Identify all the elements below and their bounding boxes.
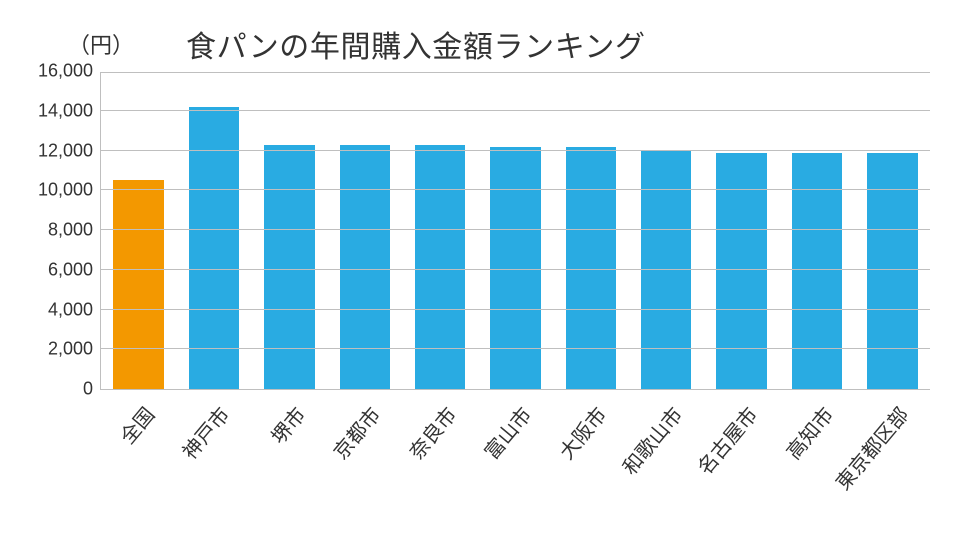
x-tick-label: 京都市 — [326, 400, 387, 465]
bar-slot — [704, 73, 779, 389]
x-tick-label: 大阪市 — [552, 400, 613, 465]
gridline — [101, 229, 930, 230]
x-label-slot: 富山市 — [477, 390, 552, 540]
x-label-slot: 大阪市 — [553, 390, 628, 540]
y-tick-label: 12,000 — [38, 140, 93, 161]
x-label-slot: 奈良市 — [402, 390, 477, 540]
x-tick-label: 高知市 — [778, 400, 839, 465]
x-tick-label: 堺市 — [263, 400, 311, 449]
bar-slot — [553, 73, 628, 389]
x-axis-labels: 全国神戸市堺市京都市奈良市富山市大阪市和歌山市名古屋市高知市東京都区部 — [100, 390, 930, 540]
bar-slot — [478, 73, 553, 389]
y-tick-label: 14,000 — [38, 100, 93, 121]
y-tick-label: 8,000 — [48, 220, 93, 241]
x-label-slot: 名古屋市 — [704, 390, 779, 540]
bar-slot — [101, 73, 176, 389]
y-tick-label: 0 — [83, 379, 93, 400]
chart-title: 食パンの年間購入金額ランキング — [186, 22, 646, 66]
gridline — [101, 348, 930, 349]
gridline — [101, 150, 930, 151]
x-tick-label: 神戸市 — [175, 400, 236, 465]
x-label-slot: 和歌山市 — [628, 390, 703, 540]
x-label-slot: 神戸市 — [175, 390, 250, 540]
y-tick-label: 10,000 — [38, 180, 93, 201]
bar — [716, 153, 766, 390]
x-tick-label: 奈良市 — [401, 400, 462, 465]
y-tick-label: 16,000 — [38, 61, 93, 82]
bar-slot — [779, 73, 854, 389]
gridline — [101, 110, 930, 111]
gridline — [101, 309, 930, 310]
y-tick-label: 2,000 — [48, 339, 93, 360]
x-tick-label: 富山市 — [476, 400, 537, 465]
bar-slot — [629, 73, 704, 389]
x-label-slot: 全国 — [100, 390, 175, 540]
x-label-slot: 堺市 — [251, 390, 326, 540]
y-tick-label: 4,000 — [48, 299, 93, 320]
gridline — [101, 269, 930, 270]
bar-slot — [252, 73, 327, 389]
bar-slot — [176, 73, 251, 389]
bar-slot — [402, 73, 477, 389]
bar — [340, 145, 390, 389]
x-tick-label: 全国 — [112, 400, 160, 449]
bar-slot — [327, 73, 402, 389]
y-tick-label: 6,000 — [48, 259, 93, 280]
plot-area: 02,0004,0006,0008,00010,00012,00014,0001… — [100, 72, 930, 390]
bar — [415, 145, 465, 389]
x-label-slot: 東京都区部 — [855, 390, 930, 540]
bars-container — [101, 73, 930, 389]
bar — [792, 153, 842, 390]
bar-slot — [855, 73, 930, 389]
bar — [867, 153, 917, 390]
y-axis-unit: （円） — [68, 28, 134, 60]
x-label-slot: 京都市 — [326, 390, 401, 540]
bar — [264, 145, 314, 389]
gridline — [101, 189, 930, 190]
bar — [113, 180, 163, 389]
